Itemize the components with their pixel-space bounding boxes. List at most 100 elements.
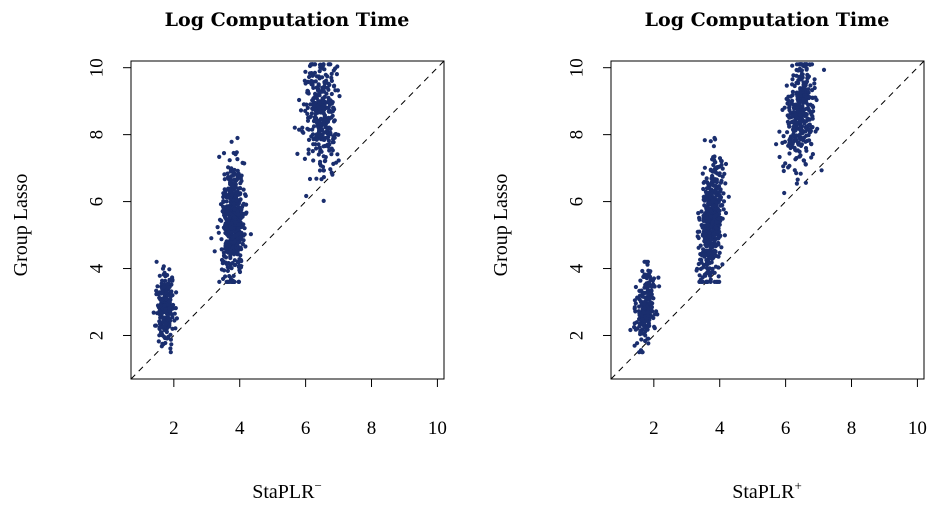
data-point: [328, 167, 333, 172]
data-point: [798, 99, 803, 104]
data-point: [215, 225, 220, 230]
data-point: [337, 94, 342, 99]
data-point: [788, 145, 793, 151]
data-point: [799, 142, 805, 147]
data-point: [714, 193, 720, 198]
data-point: [223, 242, 228, 247]
data-point: [791, 124, 796, 129]
data-point: [173, 306, 178, 311]
data-point: [700, 225, 705, 230]
data-point: [308, 62, 313, 67]
data-point: [174, 290, 179, 295]
data-point: [802, 107, 808, 112]
data-point: [698, 243, 703, 248]
data-point: [330, 172, 335, 177]
data-point: [161, 264, 166, 269]
data-point: [236, 226, 241, 231]
data-point: [240, 203, 245, 208]
data-point: [804, 67, 809, 72]
data-point: [702, 165, 708, 170]
data-point: [713, 264, 719, 269]
x-tick-label: 2: [169, 418, 179, 439]
data-point: [711, 144, 717, 149]
data-point: [235, 135, 240, 141]
data-point: [712, 238, 717, 243]
data-point: [169, 342, 174, 347]
data-point: [168, 350, 173, 355]
data-point: [310, 149, 315, 154]
data-point: [699, 251, 705, 256]
data-point: [649, 307, 654, 312]
data-point: [719, 245, 724, 250]
data-point: [812, 77, 817, 82]
data-point: [808, 83, 813, 88]
data-point: [336, 158, 341, 163]
data-point: [642, 325, 647, 330]
data-point: [798, 125, 803, 130]
data-point: [154, 288, 159, 293]
data-point: [719, 162, 724, 167]
data-point: [314, 94, 319, 99]
data-point: [793, 112, 798, 117]
data-point: [803, 139, 808, 144]
data-point: [717, 172, 722, 178]
data-point: [806, 123, 811, 128]
data-point: [239, 214, 245, 219]
data-point: [244, 210, 249, 215]
data-point: [243, 192, 248, 197]
reference-line: [610, 60, 925, 380]
data-point: [233, 262, 238, 268]
data-point: [719, 158, 724, 163]
y-tick-label: 2: [567, 331, 588, 341]
x-tick-label: 4: [235, 418, 245, 439]
data-point: [242, 161, 247, 166]
left-chart-title: Log Computation Time: [165, 9, 410, 31]
data-point: [699, 209, 704, 214]
data-point: [244, 202, 249, 207]
data-point: [156, 292, 161, 297]
data-point: [798, 171, 803, 176]
data-point: [217, 279, 222, 284]
data-point: [798, 137, 804, 142]
data-point: [329, 71, 334, 76]
data-point: [636, 309, 641, 314]
data-point: [322, 130, 327, 135]
data-point: [646, 273, 652, 278]
data-point: [221, 151, 227, 156]
data-point: [217, 154, 222, 159]
data-point: [225, 265, 230, 270]
data-point: [802, 83, 807, 88]
data-point: [319, 89, 324, 94]
data-point: [713, 183, 718, 188]
data-point: [781, 168, 786, 174]
data-point: [160, 341, 165, 346]
data-point: [706, 230, 712, 235]
data-point: [794, 67, 799, 73]
y-tick-label: 8: [87, 130, 108, 140]
data-point: [300, 125, 305, 130]
data-point: [305, 118, 311, 123]
data-point: [790, 63, 795, 68]
data-point: [225, 218, 231, 223]
data-point: [804, 79, 810, 84]
data-point: [642, 306, 647, 311]
data-point: [809, 125, 814, 130]
x-tick-label: 8: [367, 418, 377, 439]
data-point: [706, 251, 712, 256]
data-point: [227, 230, 232, 235]
data-point: [326, 109, 331, 114]
data-point: [791, 73, 796, 78]
data-point: [319, 177, 324, 182]
data-point: [223, 188, 228, 193]
data-point: [655, 312, 660, 317]
data-point: [798, 77, 803, 82]
data-point: [225, 175, 230, 180]
data-point: [802, 135, 807, 140]
data-point: [708, 139, 713, 144]
data-point: [326, 138, 331, 143]
data-point: [232, 258, 237, 263]
data-point: [707, 200, 712, 205]
data-point: [228, 166, 233, 171]
data-point: [705, 240, 711, 245]
data-point: [224, 246, 229, 251]
